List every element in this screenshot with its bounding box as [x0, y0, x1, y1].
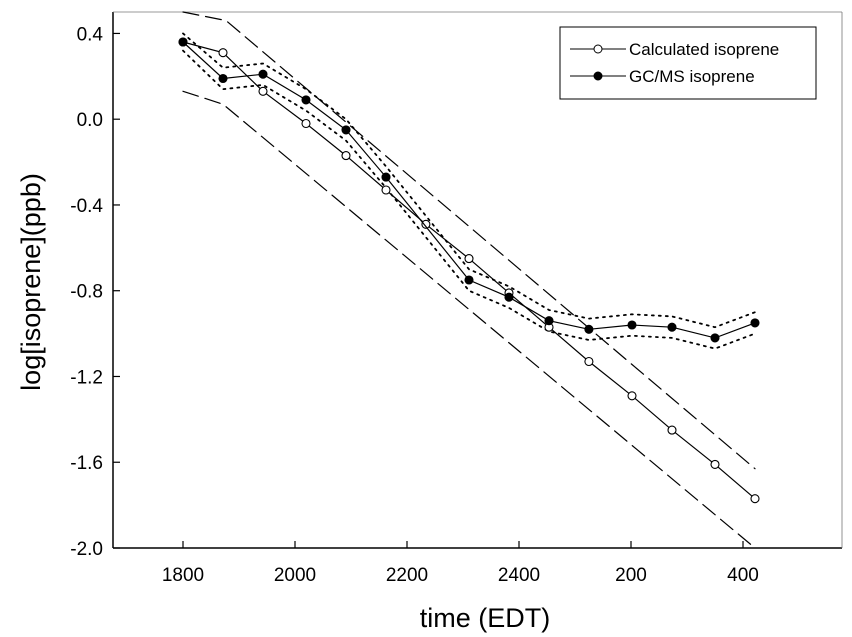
y-tick-label: 0.4: [77, 24, 104, 45]
calculated-point: [464, 254, 474, 264]
x-tick-label: 200: [615, 565, 647, 586]
calculated-point: [584, 356, 594, 367]
y-axis-label: log[isoprene](ppb): [16, 173, 46, 391]
dashed-bound-line: [182, 11, 756, 470]
x-tick-label: 2400: [498, 565, 540, 586]
bounds-layer: [182, 11, 756, 549]
calculated-point: [710, 459, 720, 469]
y-tick-label: -0.4: [70, 196, 103, 217]
gcms-point: [504, 292, 514, 302]
x-tick-label: 2200: [386, 565, 428, 586]
legend-box: [559, 26, 817, 100]
legend-label-calculated: Calculated isoprene: [629, 40, 779, 59]
gcms-point: [178, 37, 188, 47]
gcms-point: [341, 125, 351, 135]
gcms-point: [258, 69, 268, 79]
calculated-point: [381, 185, 391, 195]
legend-marker-calculated: [593, 44, 603, 54]
calculated-point: [218, 48, 228, 58]
calculated-point: [627, 391, 637, 401]
legend-marker-gcms: [593, 71, 603, 81]
gcms-point: [381, 172, 391, 182]
gcms-point: [584, 324, 594, 334]
series-line-gcms: [182, 41, 756, 339]
gcms-point: [464, 275, 474, 285]
gcms-point: [750, 318, 760, 328]
gcms-point: [544, 316, 554, 326]
plot-frame: [112, 11, 843, 549]
y-tick-label: -1.2: [70, 367, 103, 388]
calculated-point: [750, 494, 760, 504]
y-tick-label: -2.0: [70, 539, 103, 560]
dashed-bound-line: [182, 90, 756, 549]
y-axis-ticks: 0.4 0.0 -0.4 -0.8 -1.2 -1.6 -2.0: [70, 24, 120, 560]
gcms-point: [218, 73, 228, 84]
gcms-point: [627, 320, 637, 330]
calculated-point: [301, 118, 311, 129]
calculated-point: [341, 151, 351, 161]
dotted-bound-line: [182, 49, 756, 350]
gcms-point: [710, 333, 720, 343]
dotted-bound-line: [182, 32, 756, 329]
x-tick-label: 1800: [162, 565, 204, 586]
calculated-point: [667, 425, 677, 435]
y-tick-label: 0.0: [77, 110, 103, 131]
legend: Calculated isoprene GC/MS isoprene: [559, 26, 817, 100]
x-axis-ticks: 1800 2000 2200 2400 200 400: [162, 541, 759, 586]
calculated-point: [258, 86, 268, 96]
x-axis-label: time (EDT): [420, 603, 551, 633]
y-tick-label: -0.8: [70, 282, 103, 303]
x-tick-label: 400: [727, 565, 759, 586]
series-layer: [178, 37, 760, 504]
gcms-point: [667, 322, 677, 332]
gcms-point: [301, 95, 311, 105]
calculated-point: [421, 219, 431, 229]
x-tick-label: 2000: [274, 565, 316, 586]
legend-label-gcms: GC/MS isoprene: [629, 67, 755, 86]
y-tick-label: -1.6: [70, 453, 103, 474]
